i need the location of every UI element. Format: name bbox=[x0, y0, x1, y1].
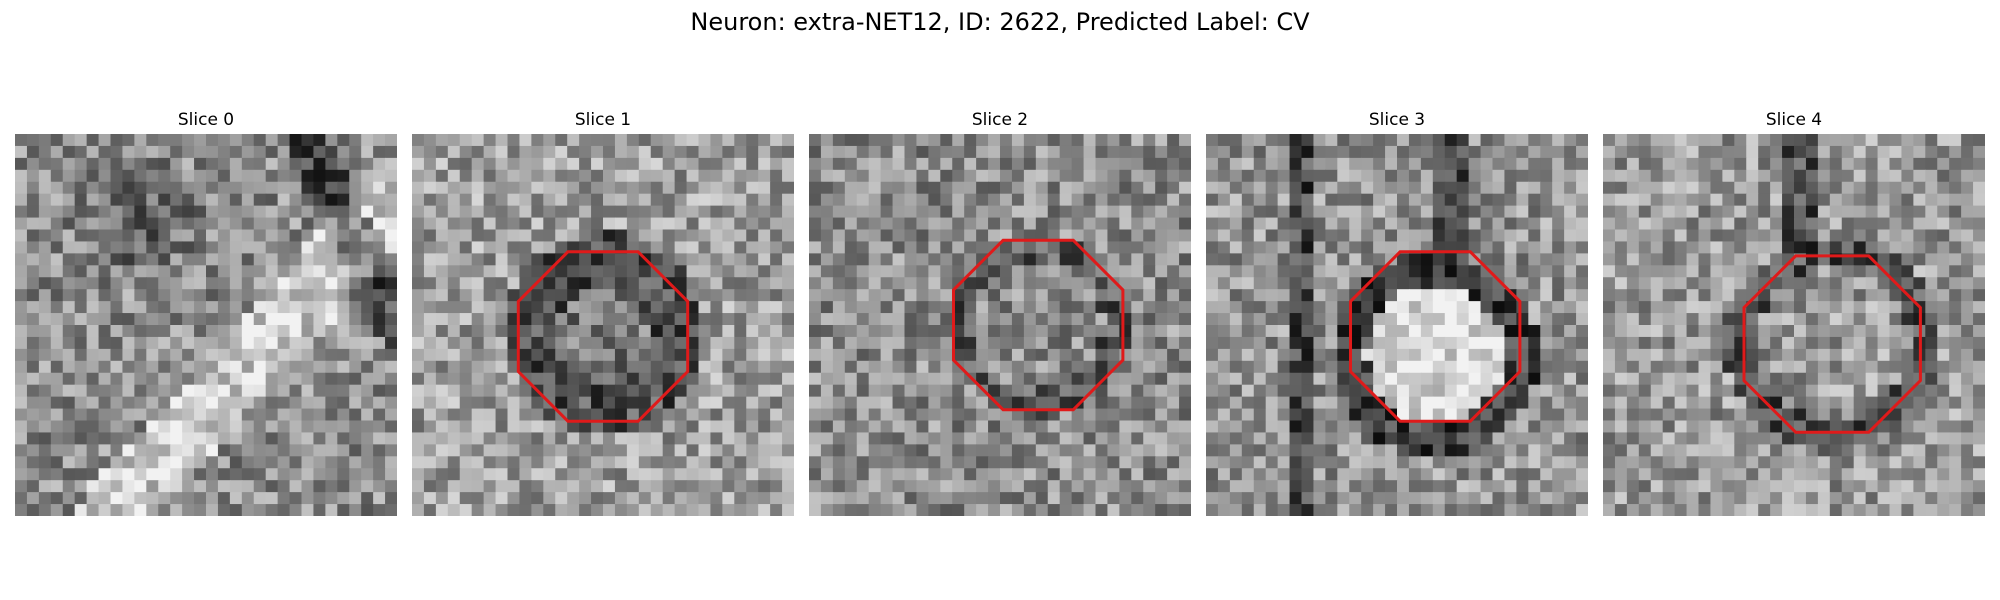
octagon-marker-1 bbox=[516, 250, 690, 423]
slice-title-1: Slice 1 bbox=[574, 110, 632, 130]
slice-image-2 bbox=[809, 134, 1191, 516]
slice-image-4 bbox=[1603, 134, 1985, 516]
slice-panel-0: Slice 0 bbox=[15, 110, 397, 520]
slice-image-1 bbox=[412, 134, 794, 516]
slice-panel-1: Slice 1 bbox=[412, 110, 794, 520]
slice-image-0 bbox=[15, 134, 397, 516]
slice-panel-4: Slice 4 bbox=[1603, 110, 1985, 520]
slice-title-2: Slice 2 bbox=[971, 110, 1029, 130]
slice-title-3: Slice 3 bbox=[1368, 110, 1426, 130]
slice-panel-2: Slice 2 bbox=[809, 110, 1191, 520]
octagon-marker-3 bbox=[1349, 250, 1522, 423]
slice-title-4: Slice 4 bbox=[1765, 110, 1823, 130]
slice-image-3 bbox=[1206, 134, 1588, 516]
octagon-marker-2 bbox=[952, 238, 1125, 412]
slice-title-0: Slice 0 bbox=[177, 110, 235, 130]
octagon-marker-4 bbox=[1742, 254, 1922, 434]
slice-panel-3: Slice 3 bbox=[1206, 110, 1588, 520]
figure-title: Neuron: extra-NET12, ID: 2622, Predicted… bbox=[690, 8, 1310, 36]
